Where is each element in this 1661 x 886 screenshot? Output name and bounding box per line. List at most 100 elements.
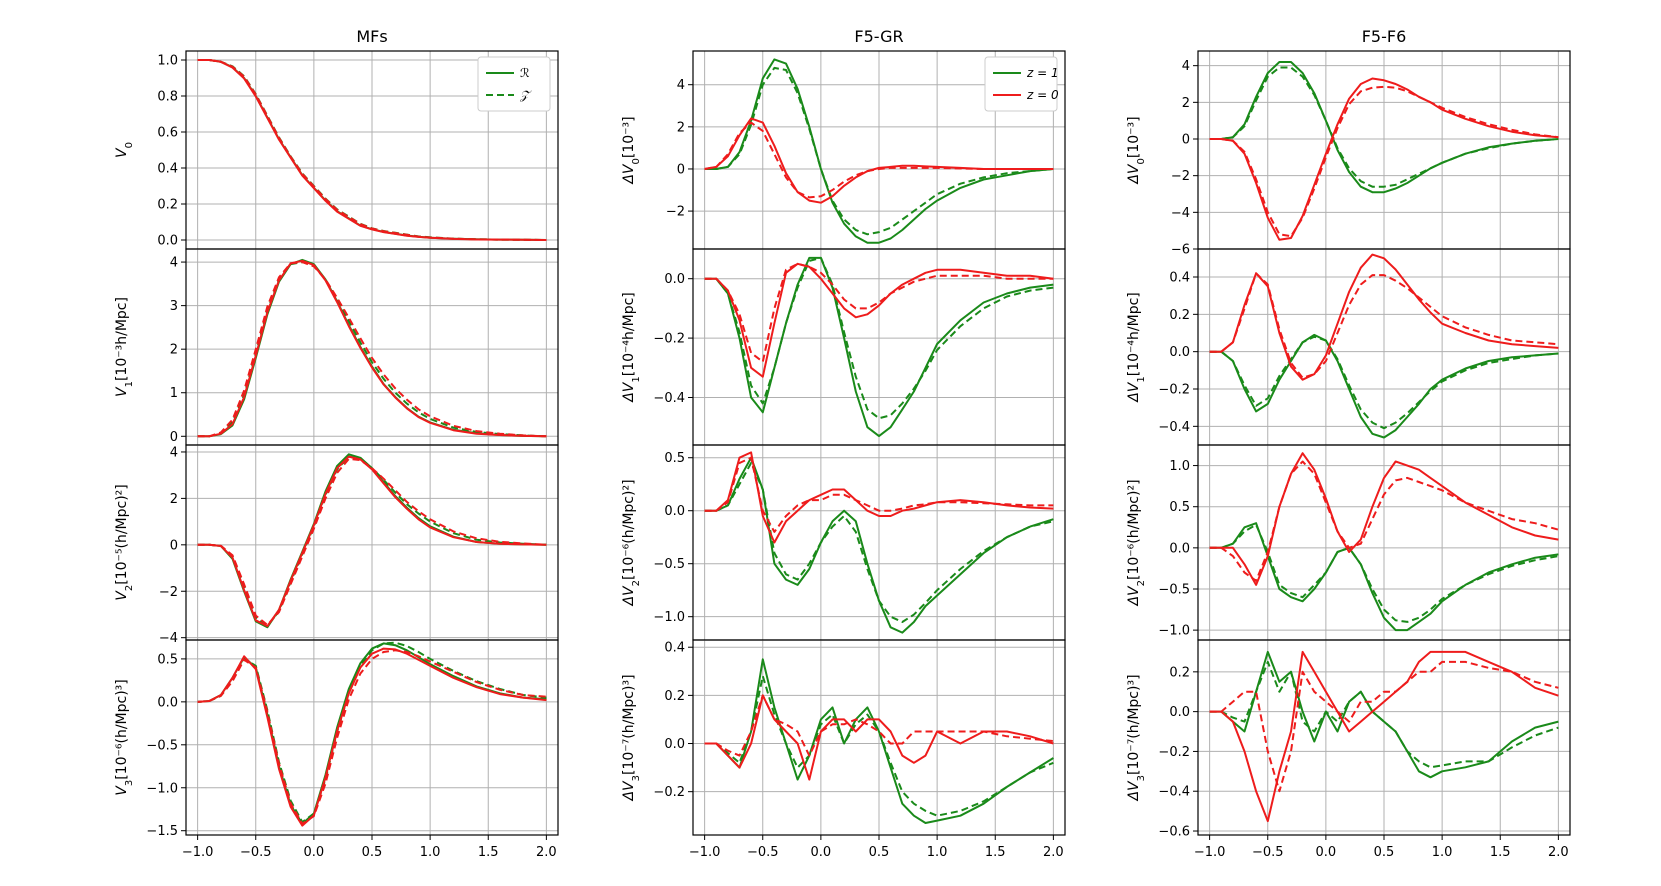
series-line-green-solid bbox=[704, 658, 1054, 824]
y-tick-label: 2 bbox=[1182, 96, 1190, 111]
y-axis-label: ΔV0[10⁻³] bbox=[1126, 116, 1147, 184]
series-line-red-solid bbox=[197, 647, 547, 827]
y-tick-label: −0.2 bbox=[653, 332, 685, 347]
series-line-red-dashed bbox=[704, 121, 1054, 199]
series-line-green-dashed bbox=[704, 66, 1054, 236]
series-line-red-solid bbox=[197, 259, 547, 438]
series-line-red-solid bbox=[1209, 77, 1559, 241]
y-tick-label: −1.0 bbox=[653, 610, 685, 625]
y-tick-label: 1 bbox=[170, 386, 178, 401]
x-tick-label: 0.5 bbox=[1374, 845, 1395, 860]
x-tick-label: −1.0 bbox=[182, 845, 214, 860]
y-tick-label: −1.0 bbox=[146, 781, 178, 796]
x-tick-label: −1.0 bbox=[689, 845, 721, 860]
series-line-red-solid bbox=[704, 694, 1054, 781]
y-tick-label: 0.5 bbox=[1169, 500, 1190, 515]
y-tick-label: −0.5 bbox=[1158, 582, 1190, 597]
series-line-red-dashed bbox=[197, 261, 547, 438]
series-line-red-solid bbox=[197, 455, 547, 628]
y-tick-label: 0 bbox=[1182, 133, 1190, 148]
y-tick-label: −0.4 bbox=[653, 391, 685, 406]
y-tick-label: −4 bbox=[159, 631, 178, 646]
x-tick-label: −0.5 bbox=[747, 845, 779, 860]
y-axis-label: ΔV2[10⁻⁶(h/Mpc)²] bbox=[621, 479, 642, 606]
x-tick-label: 0.0 bbox=[811, 845, 832, 860]
x-tick-label: 1.5 bbox=[985, 845, 1006, 860]
y-tick-label: 0.0 bbox=[157, 234, 178, 249]
y-tick-label: −1.0 bbox=[1158, 624, 1190, 639]
y-tick-label: 2 bbox=[170, 492, 178, 507]
y-axis-label: ΔV2[10⁻⁶(h/Mpc)²] bbox=[1126, 479, 1147, 606]
y-tick-label: 4 bbox=[170, 445, 178, 460]
y-tick-label: 1.0 bbox=[1169, 459, 1190, 474]
y-tick-label: 0.6 bbox=[157, 126, 178, 141]
series-line-red-dashed bbox=[197, 59, 547, 241]
series-line-green-dashed bbox=[1209, 66, 1559, 188]
plots-layer: 0.0 0.2 0.4 0.6 0.8 1.0 V0 ℛ𝒵 0 1 2 3 4 V1[10⁻³h/Mpc]… bbox=[114, 50, 1571, 860]
series-line-green-dashed bbox=[197, 261, 547, 438]
series-line-green-dashed bbox=[1209, 523, 1559, 623]
x-tick-label: −0.5 bbox=[1252, 845, 1284, 860]
panel-f5f6-2: −1.0 −0.5 0.0 0.5 1.0 ΔV2[10⁻⁶(h/Mpc)²] bbox=[1126, 444, 1571, 641]
legend-label: z = 0 bbox=[1026, 88, 1059, 102]
legend: z = 1 z = 0 bbox=[984, 56, 1059, 112]
y-tick-label: 0.2 bbox=[1169, 665, 1190, 680]
y-tick-label: −2 bbox=[1171, 169, 1190, 184]
y-axis-label: ΔV1[10⁻⁴h/Mpc] bbox=[1126, 292, 1147, 403]
panel-f5f6-1: −0.4 −0.2 0.0 0.2 0.4 ΔV1[10⁻⁴h/Mpc] bbox=[1126, 248, 1571, 446]
series-line-green-dashed bbox=[1209, 660, 1559, 769]
y-axis-label: ΔV1[10⁻⁴h/Mpc] bbox=[621, 292, 642, 403]
panel-mfs-1: 0 1 2 3 4 V1[10⁻³h/Mpc] bbox=[114, 248, 559, 446]
series-line-red-solid bbox=[1209, 650, 1559, 823]
series-line-red-solid bbox=[704, 262, 1054, 378]
legend-label: z = 1 bbox=[1026, 66, 1059, 80]
legend-box bbox=[477, 56, 551, 112]
series-line-green-solid bbox=[704, 256, 1054, 438]
y-tick-label: −1.5 bbox=[146, 824, 178, 839]
y-axis-label: V1[10⁻³h/Mpc] bbox=[114, 297, 135, 397]
series-line-red-dashed bbox=[1209, 460, 1559, 582]
y-tick-label: −0.4 bbox=[1158, 785, 1190, 800]
y-axis-label: ΔV3[10⁻⁷(h/Mpc)³] bbox=[621, 674, 642, 801]
y-tick-label: −0.2 bbox=[1158, 745, 1190, 760]
series-line-green-solid bbox=[704, 58, 1054, 244]
series-line-green-dashed bbox=[704, 675, 1054, 817]
y-tick-label: −0.5 bbox=[146, 738, 178, 753]
y-tick-label: 0 bbox=[170, 538, 178, 553]
y-tick-label: −0.2 bbox=[653, 785, 685, 800]
series-line-green-solid bbox=[1209, 333, 1559, 439]
x-tick-label: 1.5 bbox=[478, 845, 499, 860]
series-line-red-dashed bbox=[704, 262, 1054, 363]
y-tick-label: −0.2 bbox=[1158, 383, 1190, 398]
y-tick-label: 0.5 bbox=[664, 451, 685, 466]
y-tick-label: 0.0 bbox=[1169, 345, 1190, 360]
panel-f5gr-2: −1.0 −0.5 0.0 0.5 ΔV2[10⁻⁶(h/Mpc)²] bbox=[621, 444, 1066, 641]
x-tick-label: 2.0 bbox=[1548, 845, 1569, 860]
y-tick-label: 0.4 bbox=[664, 641, 685, 656]
y-tick-label: 0.0 bbox=[664, 504, 685, 519]
panel-f5f6-3: −0.6 −0.4 −0.2 0.0 0.2 −1.0 −0.5 0.0 0.5 1.0 1.5 2.… bbox=[1126, 639, 1571, 860]
series-line-red-dashed bbox=[704, 456, 1054, 533]
panel-mfs-2: −4 −2 0 2 4 V2[10⁻⁵(h/Mpc)²] bbox=[114, 444, 559, 646]
legend-label: 𝒵 bbox=[519, 88, 532, 102]
series-line-red-dashed bbox=[1209, 85, 1559, 238]
y-axis-label: V0 bbox=[114, 142, 135, 158]
column-title-f5gr: F5-GR bbox=[854, 27, 903, 46]
x-tick-label: 0.0 bbox=[304, 845, 325, 860]
y-axis-label: ΔV3[10⁻⁷(h/Mpc)³] bbox=[1126, 674, 1147, 801]
x-tick-label: 1.0 bbox=[1432, 845, 1453, 860]
y-tick-label: 0.0 bbox=[664, 737, 685, 752]
y-tick-label: 2 bbox=[170, 343, 178, 358]
x-tick-label: 0.0 bbox=[1316, 845, 1337, 860]
x-tick-label: 2.0 bbox=[536, 845, 557, 860]
y-tick-label: 0 bbox=[170, 430, 178, 445]
series-line-red-dashed bbox=[197, 649, 547, 825]
y-tick-label: 0 bbox=[677, 162, 685, 177]
x-tick-label: 1.0 bbox=[420, 845, 441, 860]
x-tick-label: 2.0 bbox=[1043, 845, 1064, 860]
panel-f5gr-0: −2 0 2 4 ΔV0[10⁻³] z = 1 z = 0 bbox=[621, 50, 1066, 250]
y-tick-label: 0.0 bbox=[1169, 541, 1190, 556]
series-line-red-dashed bbox=[1209, 660, 1559, 793]
y-tick-label: −6 bbox=[1171, 243, 1190, 258]
